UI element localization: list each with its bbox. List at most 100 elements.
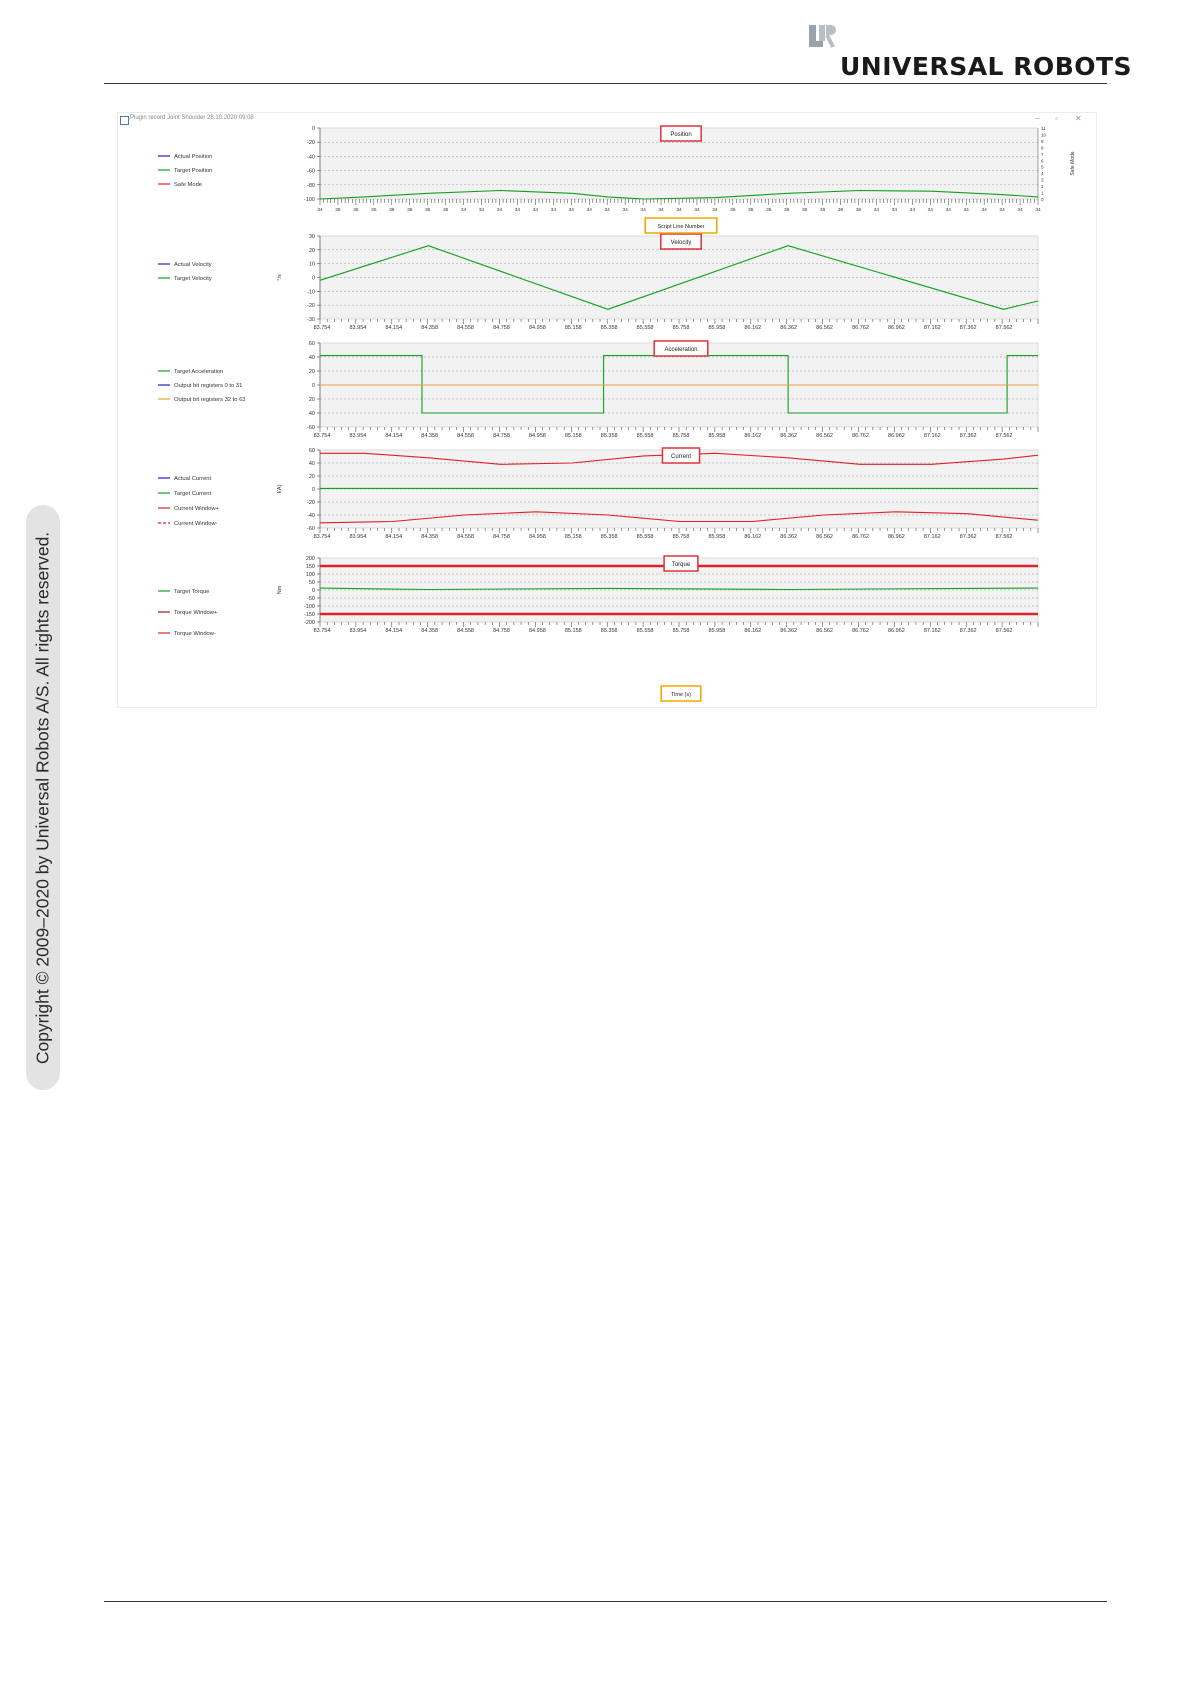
x-tick-label: 86.162 <box>744 534 761 540</box>
x-tick-label: 87.562 <box>996 325 1013 331</box>
x-tick-label: 83.754 <box>314 433 331 439</box>
x-tick-label: 85.558 <box>637 433 654 439</box>
x-tick-label: 36 <box>335 207 341 213</box>
right-tick-label: 8 <box>1041 145 1044 150</box>
x-tick-label: 87.562 <box>996 433 1013 439</box>
x-tick-label: 84.958 <box>529 325 546 331</box>
legend-entry: Output bit registers 0 to 31 <box>174 383 242 389</box>
x-tick-label: 87.362 <box>960 433 977 439</box>
y-tick-label: 20 <box>309 474 315 480</box>
right-tick-label: 1 <box>1041 191 1044 196</box>
x-tick-label: 84.558 <box>457 628 474 634</box>
x-tick-label: 84.958 <box>529 534 546 540</box>
x-tick-label: 83.754 <box>314 628 331 634</box>
legend-entry: Target Velocity <box>174 276 212 282</box>
x-tick-label: 86.562 <box>816 325 833 331</box>
x-tick-label: 86.162 <box>744 325 761 331</box>
legend-entry: Actual Position <box>174 154 212 160</box>
right-tick-label: 10 <box>1041 132 1047 137</box>
series-line <box>319 245 1039 310</box>
x-tick-label: 36 <box>371 207 377 213</box>
restore-button[interactable]: ▫ <box>1055 114 1058 123</box>
x-tick-label: 34 <box>587 207 593 213</box>
chart-torque: 200 150 100 50 0 -50 -100 -150 -200 Nm 83.754 83.95… <box>158 555 1039 637</box>
x-tick-label: 87.562 <box>996 628 1013 634</box>
script-line-number-label: Script Line Number <box>657 224 704 230</box>
x-tick-label: 85.958 <box>708 433 725 439</box>
close-button[interactable]: ✕ <box>1075 114 1082 123</box>
y-tick-label: 20 <box>309 369 315 375</box>
x-tick-label: 84.558 <box>457 433 474 439</box>
y-tick-label: -60 <box>307 425 315 431</box>
y-tick-label: -60 <box>307 169 315 175</box>
x-tick-label: 36 <box>820 207 826 213</box>
x-tick-label: 85.558 <box>637 628 654 634</box>
time-axis-box <box>660 685 702 702</box>
y-tick-label: -60 <box>307 526 315 532</box>
x-tick-label: 34 <box>892 207 898 213</box>
x-tick-label: 86.962 <box>888 433 905 439</box>
plugin-window: Plugin record Joint Shoulder 28.10.2020 … <box>117 112 1097 708</box>
x-tick-label: 36 <box>766 207 772 213</box>
x-tick-label: 86.362 <box>780 534 797 540</box>
x-tick-label: 87.362 <box>960 325 977 331</box>
right-tick-label: 5 <box>1041 165 1044 170</box>
x-tick-label: 84.154 <box>385 534 402 540</box>
x-tick-label: 84.958 <box>529 433 546 439</box>
chart-title: Torque <box>672 562 691 568</box>
x-tick-label: 34 <box>551 207 557 213</box>
x-tick-label: 86.562 <box>816 628 833 634</box>
y-tick-label: -20 <box>307 140 315 146</box>
chart-current: 60 40 20 0 -20 -40 -60 I(A) 83.754 83.954 84.154 84… <box>158 447 1039 540</box>
x-tick-label: 84.154 <box>385 433 402 439</box>
x-tick-label: 86.962 <box>888 325 905 331</box>
y-tick-label: -40 <box>307 513 315 519</box>
legend-entry: Actual Velocity <box>174 262 212 268</box>
chart-velocity: 30 20 10 0 -10 -20 -30 °/s 83.754 83.954 84.154 84.… <box>158 233 1039 331</box>
y-tick-label: -20 <box>307 500 315 506</box>
x-tick-label: 86.762 <box>852 433 869 439</box>
x-tick-label: 34 <box>999 207 1005 213</box>
y-tick-label: -30 <box>307 317 315 323</box>
legend-entry: Target Torque <box>174 589 209 595</box>
x-tick-label: 84.358 <box>421 433 438 439</box>
x-tick-label: 83.954 <box>349 628 366 634</box>
chart-title: Position <box>670 132 691 138</box>
x-tick-label: 34 <box>1017 207 1023 213</box>
window-titlebar: Plugin record Joint Shoulder 28.10.2020 … <box>118 113 1096 127</box>
x-tick-label: 34 <box>1035 207 1041 213</box>
title-callout <box>663 555 699 572</box>
y-tick-label: 40 <box>309 461 315 467</box>
y-tick-label: 100 <box>306 572 315 578</box>
chart-acceleration: 60 40 20 0 20 40 -60 83.754 83.954 84.154 84.358 84… <box>158 340 1039 439</box>
x-tick-label: 83.754 <box>314 534 331 540</box>
x-tick-label: 34 <box>640 207 646 213</box>
header-rule <box>104 83 1107 84</box>
x-tick-label: 86.762 <box>852 628 869 634</box>
x-tick-label: 85.958 <box>708 325 725 331</box>
y-tick-label: 20 <box>309 248 315 254</box>
y-tick-label: 0 <box>312 588 315 594</box>
x-tick-label: 85.758 <box>673 628 690 634</box>
x-tick-label: 86.362 <box>780 325 797 331</box>
x-tick-label: 36 <box>730 207 736 213</box>
y-tick-label: 60 <box>309 341 315 347</box>
y-tick-label: -50 <box>307 596 315 602</box>
y-tick-label: -80 <box>307 183 315 189</box>
x-tick-label: 36 <box>443 207 449 213</box>
x-tick-label: 86.562 <box>816 433 833 439</box>
script-line-number-box <box>644 217 718 234</box>
series-line <box>319 587 1039 591</box>
x-tick-label: 36 <box>784 207 790 213</box>
y-tick-label: 150 <box>306 564 315 570</box>
x-tick-label: 36 <box>425 207 431 213</box>
x-tick-label: 84.758 <box>493 433 510 439</box>
x-tick-label: 34 <box>461 207 467 213</box>
x-tick-label: 36 <box>407 207 413 213</box>
x-tick-label: 86.962 <box>888 534 905 540</box>
x-tick-label: 84.154 <box>385 325 402 331</box>
x-tick-label: 34 <box>946 207 952 213</box>
window-title: Plugin record Joint Shoulder 28.10.2020 … <box>130 115 254 121</box>
minimize-button[interactable]: – <box>1035 114 1040 123</box>
